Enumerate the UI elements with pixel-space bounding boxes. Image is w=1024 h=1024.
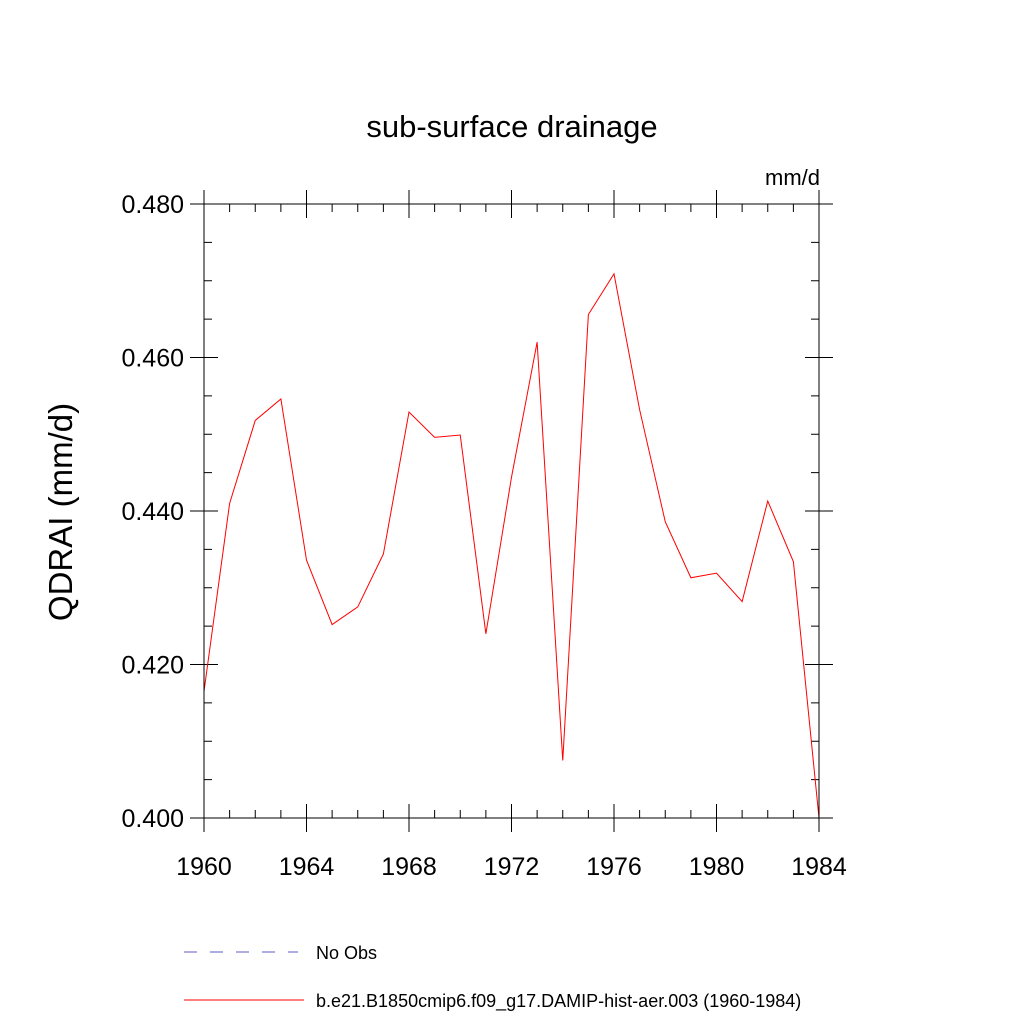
y-tick-label: 0.440 <box>121 498 184 526</box>
y-tick-label: 0.400 <box>121 805 184 833</box>
y-tick-label: 0.460 <box>121 345 184 373</box>
x-tick-label: 1980 <box>689 853 745 881</box>
x-tick-label: 1976 <box>586 853 642 881</box>
series-line <box>203 272 820 819</box>
x-tick-label: 1960 <box>176 853 232 881</box>
x-tick-label: 1972 <box>484 853 540 881</box>
legend-label-model-run: b.e21.B1850cmip6.f09_g17.DAMIP-hist-aer.… <box>316 991 801 1012</box>
y-tick-label: 0.480 <box>121 191 184 219</box>
series-group <box>203 272 820 819</box>
x-tick-label: 1964 <box>279 853 335 881</box>
plot-frame <box>203 203 820 819</box>
axis-ticks <box>190 190 833 832</box>
legend-label-no-obs: No Obs <box>316 943 377 963</box>
x-tick-label: 1968 <box>381 853 437 881</box>
x-tick-label: 1984 <box>791 853 847 881</box>
units-label: mm/d <box>765 165 820 190</box>
y-tick-label: 0.420 <box>121 652 184 680</box>
chart-title: sub-surface drainage <box>366 109 657 144</box>
axis-tick-labels: 0.400 0.420 0.440 0.460 0.480 1960 1964 1968 197… <box>121 191 846 881</box>
y-axis-label: QDRAI (mm/d) <box>42 403 79 621</box>
